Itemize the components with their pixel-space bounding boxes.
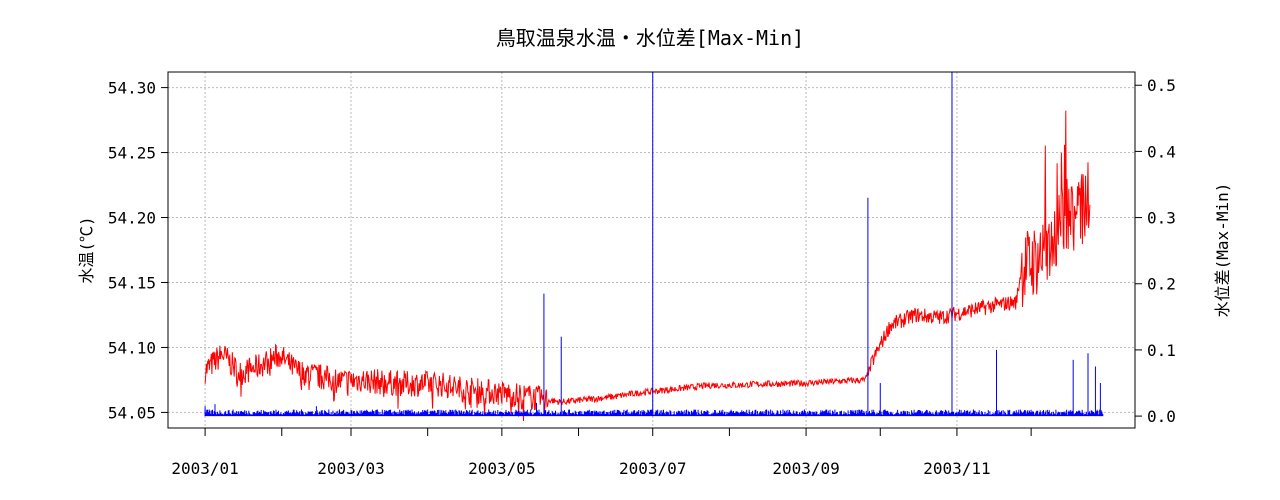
y-axis-left-label: 水温(℃) — [77, 216, 96, 283]
x-tick-label: 2003/11 — [923, 459, 990, 478]
water-level-diff-series — [204, 72, 1104, 417]
y-left-tick-label: 54.25 — [108, 144, 156, 163]
x-tick-label: 2003/07 — [619, 459, 686, 478]
grid — [168, 72, 1135, 428]
x-tick-label: 2003/09 — [772, 459, 839, 478]
y-left-tick-label: 54.15 — [108, 273, 156, 292]
x-tick-label: 2003/03 — [317, 459, 384, 478]
plot-frame — [167, 71, 1136, 429]
y-right-tick-label: 0.5 — [1147, 76, 1176, 95]
x-tick-label: 2003/05 — [468, 459, 535, 478]
y-right-tick-label: 0.2 — [1147, 275, 1176, 294]
y-axis-right: 0.0 0.1 0.2 0.3 0.4 0.5 — [1135, 76, 1176, 426]
y-left-tick-label: 54.20 — [108, 209, 156, 228]
y-right-tick-label: 0.4 — [1147, 142, 1176, 161]
y-left-tick-label: 54.30 — [108, 79, 156, 98]
y-right-tick-label: 0.1 — [1147, 341, 1176, 360]
x-tick-label: 2003/01 — [171, 459, 238, 478]
water-temperature-series — [204, 110, 1091, 422]
x-axis: 2003/01 2003/03 2003/05 2003/07 2003/09 2003/… — [171, 428, 1032, 478]
chart-title: 鳥取温泉水温・水位差[Max-Min] — [496, 26, 804, 50]
y-right-tick-label: 0.0 — [1147, 407, 1176, 426]
y-axis-left: 54.05 54.10 54.15 54.20 54.25 54.30 — [108, 79, 168, 422]
y-left-tick-label: 54.05 — [108, 403, 156, 422]
y-right-tick-label: 0.3 — [1147, 209, 1176, 228]
temperature-line — [204, 298, 987, 422]
y-axis-right-label: 水位差(Max-Min) — [1213, 183, 1232, 318]
temperature-line — [986, 110, 1091, 314]
y-left-tick-label: 54.10 — [108, 338, 156, 357]
